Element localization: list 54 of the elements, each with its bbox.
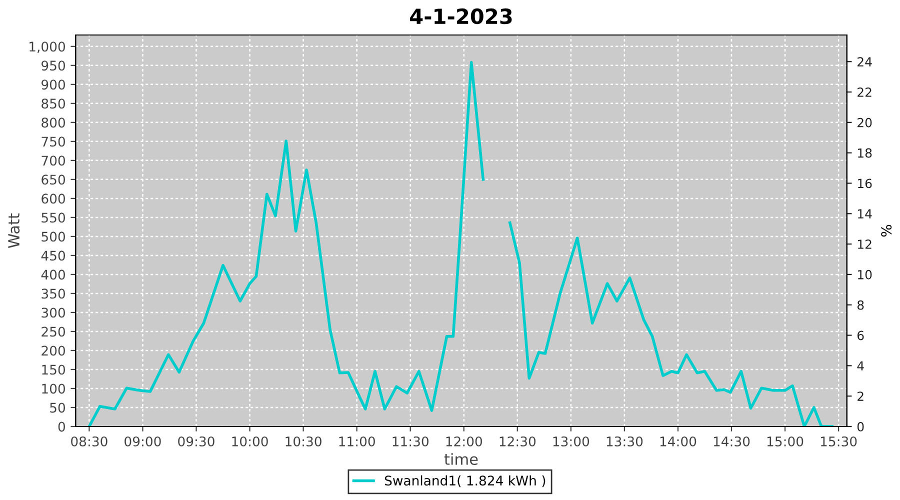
x-tick-label: 15:30 <box>820 436 857 446</box>
y-tick-label: 150 <box>42 364 65 375</box>
y2-tick-label: 12 <box>858 240 872 249</box>
x-tick-label: 12:00 <box>446 436 482 446</box>
y-tick-label: 800 <box>42 118 65 128</box>
x-tick-label: 15:00 <box>767 436 804 446</box>
y-tick-label: 0 <box>58 422 65 432</box>
y-tick-label: 850 <box>42 98 65 109</box>
y-tick-label: 250 <box>42 326 65 337</box>
x-tick-label: 11:30 <box>392 436 428 446</box>
y2-axis-title: % <box>881 224 892 237</box>
y2-tick-label: 18 <box>858 148 872 158</box>
y-tick-label: 350 <box>42 288 65 299</box>
x-tick-label: 12:30 <box>500 436 536 446</box>
y2-tick-label: 8 <box>857 300 864 310</box>
x-tick-label: 13:30 <box>606 436 643 446</box>
y-tick-label: 300 <box>42 308 65 318</box>
y-tick-label: 400 <box>41 270 65 280</box>
y-tick-label: 600 <box>42 194 65 204</box>
y2-tick-label: 10 <box>858 270 872 280</box>
y-tick-label: 900 <box>42 80 65 90</box>
x-tick-label: 10:30 <box>286 436 322 446</box>
y2-tick-label: 0 <box>857 422 864 432</box>
y-tick-label: 50 <box>50 402 65 413</box>
y-tick-label: 100 <box>42 384 65 394</box>
y2-tick-label: 14 <box>858 209 872 218</box>
x-tick-label: 09:30 <box>178 436 214 446</box>
y-tick-label: 750 <box>42 136 65 147</box>
y-tick-label: 200 <box>42 346 65 356</box>
y-axis-title: Watt <box>8 213 20 248</box>
y-tick-label: 700 <box>42 156 65 166</box>
x-tick-label: 08:30 <box>71 436 108 446</box>
y2-tick-label: 20 <box>858 118 872 128</box>
y-tick-label: 950 <box>42 60 65 71</box>
y2-tick-label: 16 <box>858 178 872 188</box>
y2-tick-label: 24 <box>858 57 872 66</box>
y-tick-label: 500 <box>42 232 65 242</box>
x-tick-label: 14:30 <box>714 436 750 446</box>
y-tick-label: 550 <box>42 212 65 223</box>
legend-label: Swanland1( 1.824 kWh ) <box>384 475 546 488</box>
y2-tick-label: 6 <box>857 330 864 340</box>
x-axis-title: time <box>444 453 478 465</box>
x-tick-label: 10:00 <box>232 436 268 446</box>
y2-tick-label: 22 <box>858 87 872 97</box>
y-tick-label: 1,000 <box>30 42 65 53</box>
y-tick-label: 450 <box>41 250 65 261</box>
x-tick-label: 09:00 <box>124 436 161 446</box>
x-tick-label: 11:00 <box>339 436 375 446</box>
y2-tick-label: 2 <box>858 392 864 401</box>
y2-tick-label: 4 <box>857 361 864 370</box>
x-tick-label: 13:00 <box>553 436 590 446</box>
x-tick-label: 14:00 <box>660 436 696 446</box>
y-tick-label: 650 <box>42 174 65 185</box>
chart-title: 4-1-2023 <box>410 8 512 24</box>
